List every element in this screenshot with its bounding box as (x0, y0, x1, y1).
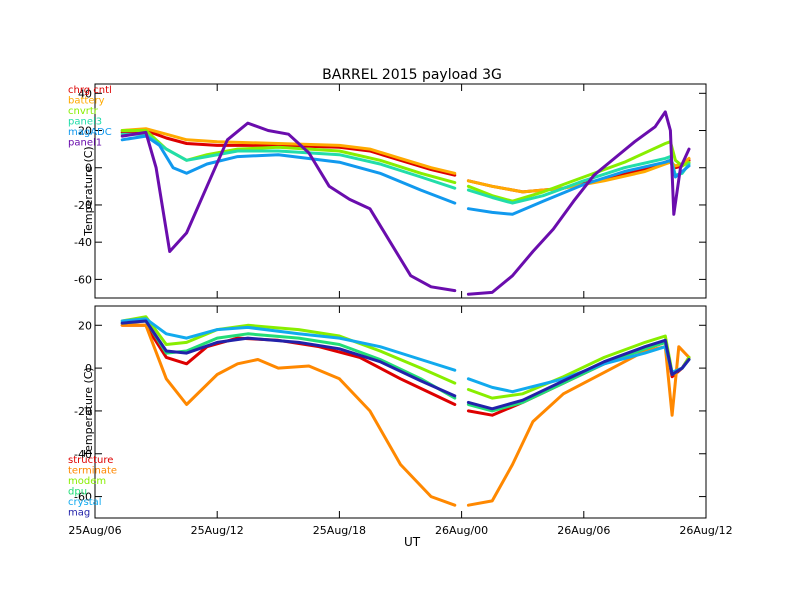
y-tick-label: 20 (78, 319, 92, 332)
y-tick-label: 0 (85, 362, 92, 375)
series-line-modem (120, 315, 457, 385)
series-line-crystal (120, 317, 457, 372)
legend-entry-mag: mag (68, 508, 90, 519)
series-line-mag (466, 338, 691, 411)
x-tick-label: 25Aug/18 (313, 524, 366, 537)
series-line-battery (466, 156, 691, 194)
panel-1: -60 -40 -20 0 20 40 Temperature (C) chrg cntlba… (68, 83, 707, 299)
y-tick-label: 40 (78, 87, 92, 100)
series-line-panel1 (466, 110, 691, 296)
x-tick-label: 26Aug/12 (679, 524, 732, 537)
y-axis-label: Temperature (C) (82, 367, 95, 457)
x-tick-label: 25Aug/06 (68, 524, 121, 537)
y-tick-label: 0 (85, 162, 92, 175)
legend-entry-dpu: dpu (68, 487, 87, 498)
series-line-terminate (120, 323, 457, 507)
legend-entry-chrg-cntl: chrg cntl (68, 85, 112, 96)
series-line-dpu (466, 340, 691, 413)
legend-entry-structure: structure (68, 455, 113, 466)
legend-entry-magadc: magADC (68, 127, 112, 138)
series-line-chrg-cntl (120, 129, 457, 177)
y-tick-label: -20 (74, 405, 92, 418)
legend-entry-battery: battery (68, 96, 105, 107)
series-line-cnvrtr (466, 140, 691, 203)
chart-title: BARREL 2015 payload 3G (322, 67, 502, 83)
x-axis-label: UT (404, 535, 421, 549)
y-tick-label: 20 (78, 125, 92, 138)
series-line-battery (120, 127, 457, 175)
series-line-structure (466, 340, 691, 417)
panel-2: -60 -40 -20 0 20 Temperature (C)structureterm… (68, 305, 707, 519)
legend-entry-terminate: terminate (68, 466, 117, 477)
series-line-terminate (466, 345, 691, 507)
x-tick-label: 25Aug/12 (191, 524, 244, 537)
panel-frame (94, 305, 707, 519)
y-tick-label: -20 (74, 199, 92, 212)
y-tick-label: -40 (74, 236, 92, 249)
x-tick-label: 26Aug/06 (557, 524, 610, 537)
legend-entry-cnvrtr: cnvrtr (68, 106, 99, 117)
panel-frame (94, 83, 707, 299)
y-tick-label: -60 (74, 273, 92, 286)
y-tick-label: -40 (74, 448, 92, 461)
legend-entry-crystal: crystal (68, 497, 102, 508)
series-line-mag (120, 319, 457, 398)
y-tick-label: -60 (74, 491, 92, 504)
legend-entry-modem: modem (68, 476, 106, 487)
legend-entry-panel1: panel1 (68, 138, 102, 149)
x-tick-label: 26Aug/00 (435, 524, 488, 537)
series-line-magadc (120, 134, 457, 205)
series-line-panel1 (120, 121, 457, 293)
series-line-magadc (466, 158, 691, 216)
y-axis-label: Temperature (C) (82, 146, 95, 236)
legend-entry-panel3: panel3 (68, 117, 102, 128)
